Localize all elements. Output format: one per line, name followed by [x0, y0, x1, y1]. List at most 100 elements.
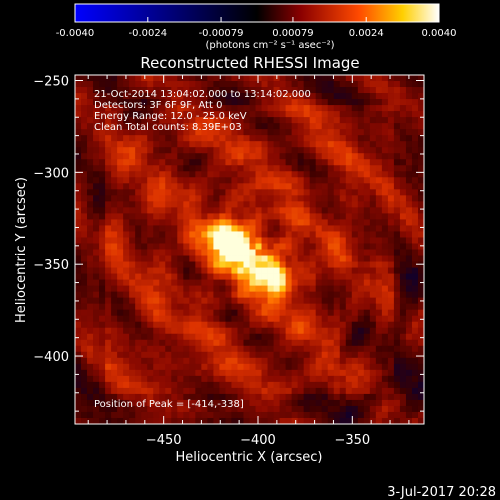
- heatmap-cell: [189, 411, 196, 419]
- y-tick-label: −400: [33, 350, 69, 365]
- heatmap-cell: [375, 261, 383, 268]
- heatmap-cell: [249, 375, 256, 383]
- heatmap-cell: [393, 369, 401, 377]
- heatmap-cell: [123, 297, 130, 305]
- heatmap-cell: [381, 363, 389, 371]
- heatmap-cell: [87, 405, 94, 413]
- heatmap-cell: [87, 195, 94, 202]
- heatmap-cell: [303, 297, 311, 305]
- heatmap-cell: [381, 327, 389, 335]
- heatmap-cell: [267, 231, 274, 238]
- heatmap-cell: [351, 195, 359, 202]
- heatmap-cell: [75, 87, 82, 94]
- heatmap-cell: [201, 315, 208, 323]
- heatmap-cell: [267, 261, 274, 268]
- heatmap-cell: [309, 381, 317, 389]
- heatmap-cell: [81, 219, 88, 226]
- heatmap-cell: [207, 195, 214, 202]
- heatmap-cell: [231, 369, 238, 377]
- heatmap-cell: [171, 393, 178, 401]
- heatmap-cell: [243, 393, 250, 401]
- heatmap-cell: [369, 417, 377, 425]
- heatmap-cell: [129, 225, 136, 232]
- heatmap-cell: [207, 201, 214, 208]
- heatmap-cell: [297, 117, 305, 124]
- heatmap-cell: [195, 93, 202, 100]
- heatmap-cell: [411, 129, 419, 136]
- heatmap-cell: [273, 399, 280, 407]
- heatmap-cell: [405, 105, 413, 112]
- heatmap-cell: [369, 231, 377, 238]
- heatmap-cell: [279, 213, 287, 220]
- heatmap-cell: [129, 315, 136, 323]
- heatmap-cell: [171, 141, 178, 148]
- heatmap-cell: [87, 111, 94, 118]
- heatmap-cell: [297, 417, 305, 425]
- heatmap-cell: [399, 321, 407, 329]
- heatmap-cell: [159, 249, 166, 256]
- heatmap-cell: [123, 399, 130, 407]
- heatmap-cell: [417, 75, 425, 82]
- heatmap-cell: [321, 219, 329, 226]
- heatmap-cell: [243, 81, 250, 88]
- heatmap-cell: [279, 129, 287, 136]
- heatmap-cell: [261, 81, 268, 88]
- heatmap-cell: [105, 219, 112, 226]
- heatmap-cell: [399, 369, 407, 377]
- heatmap-cell: [279, 99, 287, 106]
- heatmap-cell: [207, 315, 214, 323]
- heatmap-cell: [405, 345, 413, 353]
- heatmap-cell: [375, 357, 383, 365]
- heatmap-cell: [195, 159, 202, 166]
- heatmap-cell: [273, 315, 280, 323]
- heatmap-cell: [327, 243, 335, 250]
- heatmap-cell: [189, 363, 196, 371]
- heatmap-cell: [87, 381, 94, 389]
- heatmap-cell: [345, 405, 353, 413]
- heatmap-cell: [327, 321, 335, 329]
- heatmap-cell: [249, 291, 256, 299]
- heatmap-cell: [333, 153, 341, 160]
- heatmap-cell: [315, 87, 323, 94]
- heatmap-cell: [105, 273, 112, 280]
- heatmap-cell: [129, 171, 136, 178]
- heatmap-cell: [129, 213, 136, 220]
- heatmap-cell: [147, 219, 154, 226]
- heatmap-cell: [393, 231, 401, 238]
- heatmap-cell: [375, 171, 383, 178]
- heatmap-cell: [99, 315, 106, 323]
- heatmap-cell: [117, 177, 124, 184]
- heatmap-cell: [411, 327, 419, 335]
- chart-title: Reconstructed RHESSI Image: [140, 54, 359, 72]
- heatmap-cell: [189, 195, 196, 202]
- heatmap-cell: [255, 207, 262, 214]
- heatmap-cell: [339, 327, 347, 335]
- heatmap-cell: [195, 279, 202, 287]
- heatmap-cell: [315, 369, 323, 377]
- heatmap-cell: [411, 297, 419, 305]
- heatmap-cell: [99, 243, 106, 250]
- heatmap-cell: [135, 111, 142, 118]
- heatmap-cell: [405, 225, 413, 232]
- heatmap-cell: [297, 165, 305, 172]
- heatmap-cell: [369, 93, 377, 100]
- heatmap-cell: [363, 309, 371, 317]
- heatmap-cell: [279, 225, 287, 232]
- heatmap-cell: [267, 249, 274, 256]
- heatmap-cell: [381, 387, 389, 395]
- heatmap-cell: [81, 87, 88, 94]
- heatmap-cell: [255, 273, 262, 280]
- heatmap-cell: [225, 261, 232, 268]
- heatmap-cell: [99, 363, 106, 371]
- heatmap-cell: [75, 333, 82, 341]
- heatmap-cell: [261, 345, 268, 353]
- heatmap-cell: [219, 117, 226, 124]
- heatmap-cell: [159, 339, 166, 347]
- heatmap-cell: [267, 375, 274, 383]
- heatmap-cell: [237, 297, 244, 305]
- heatmap-cell: [147, 81, 154, 88]
- heatmap-cell: [75, 267, 82, 274]
- heatmap-cell: [111, 381, 118, 389]
- heatmap-cell: [381, 111, 389, 118]
- heatmap-cell: [213, 351, 220, 359]
